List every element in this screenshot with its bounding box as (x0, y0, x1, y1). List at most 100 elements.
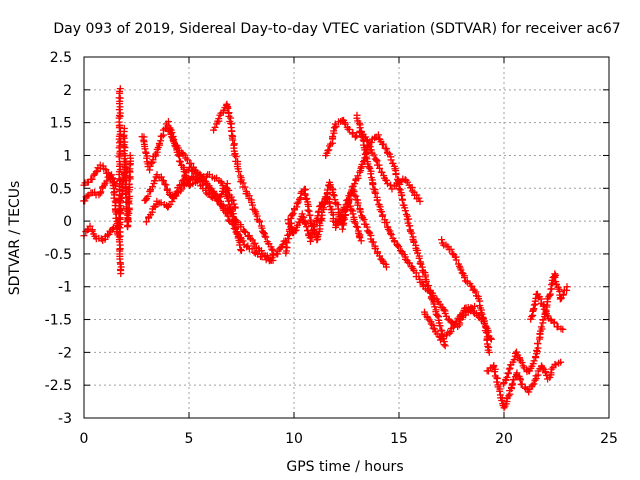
data-point (303, 227, 311, 235)
data-point (285, 220, 293, 228)
data-point (244, 242, 252, 250)
y-axis-label: SDTVAR / TECUs (7, 181, 23, 296)
data-point (371, 134, 379, 142)
data-point (539, 302, 547, 310)
data-point (206, 185, 214, 193)
data-point (355, 229, 363, 237)
data-point (306, 211, 314, 219)
y-tick-label: 0 (63, 214, 72, 230)
data-point (469, 308, 477, 316)
data-point (354, 223, 362, 231)
data-point (239, 237, 247, 245)
data-point (116, 199, 124, 207)
data-point (491, 368, 499, 376)
data-point (461, 274, 469, 282)
data-point (121, 172, 129, 180)
data-point (528, 381, 536, 389)
data-point (408, 187, 416, 195)
data-point (376, 252, 384, 260)
data-point (350, 218, 358, 226)
data-point (261, 232, 269, 240)
data-point (367, 170, 375, 178)
data-point (369, 181, 377, 189)
data-point (499, 380, 507, 388)
data-point (248, 245, 256, 253)
data-point (90, 171, 98, 179)
data-point (224, 197, 232, 205)
data-point (539, 316, 547, 324)
data-point (438, 236, 446, 244)
data-point (142, 218, 150, 226)
data-point (329, 132, 337, 140)
data-point (298, 210, 306, 218)
data-point (398, 196, 406, 204)
data-point (284, 219, 292, 227)
data-point (308, 229, 316, 237)
data-point (315, 207, 323, 215)
data-point (162, 181, 170, 189)
data-point (149, 156, 157, 164)
data-point (354, 172, 362, 180)
data-point (395, 243, 403, 251)
data-point (316, 202, 324, 210)
data-point (115, 219, 123, 227)
data-point (176, 158, 184, 166)
data-point (250, 248, 258, 256)
data-point (81, 197, 89, 205)
data-point (401, 207, 409, 215)
data-point (349, 129, 357, 137)
data-point (373, 196, 381, 204)
data-point (330, 127, 338, 135)
data-point (349, 210, 357, 218)
data-point (533, 348, 541, 356)
data-point (157, 173, 165, 181)
data-point (110, 194, 118, 202)
data-point (387, 156, 395, 164)
data-point (229, 220, 237, 228)
data-point (92, 168, 100, 176)
data-point (498, 397, 506, 405)
data-point (262, 233, 270, 241)
data-point (416, 197, 424, 205)
data-point (325, 146, 333, 154)
data-point (393, 241, 401, 249)
data-point (84, 192, 92, 200)
data-point (483, 329, 491, 337)
data-point (496, 387, 504, 395)
data-point (388, 185, 396, 193)
data-point (384, 225, 392, 233)
data-point (285, 235, 293, 243)
data-point (509, 380, 517, 388)
data-point (377, 208, 385, 216)
data-point (457, 311, 465, 319)
data-point (531, 376, 539, 384)
data-point (324, 147, 332, 155)
data-point (151, 177, 159, 185)
data-point (225, 216, 233, 224)
data-point (557, 358, 565, 366)
data-point (301, 191, 309, 199)
data-point (338, 225, 346, 233)
y-tick-label: -3 (58, 411, 72, 427)
data-point (251, 239, 259, 247)
data-point (530, 357, 538, 365)
data-point (447, 245, 455, 253)
data-point (534, 340, 542, 348)
data-point (144, 192, 152, 200)
y-tick-label: 2.5 (50, 50, 72, 66)
data-point (115, 124, 123, 132)
data-point (379, 140, 387, 148)
data-point (325, 199, 333, 207)
data-point (217, 201, 225, 209)
data-point (550, 319, 558, 327)
data-point (512, 348, 520, 356)
data-point (229, 136, 237, 144)
data-point (237, 246, 245, 254)
x-tick-label: 0 (80, 431, 89, 447)
data-point (191, 166, 199, 174)
data-point (238, 247, 245, 255)
y-tick-label: -0.5 (45, 247, 72, 263)
data-point (382, 263, 390, 271)
data-point (261, 253, 269, 261)
x-axis-label: GPS time / hours (286, 459, 403, 475)
